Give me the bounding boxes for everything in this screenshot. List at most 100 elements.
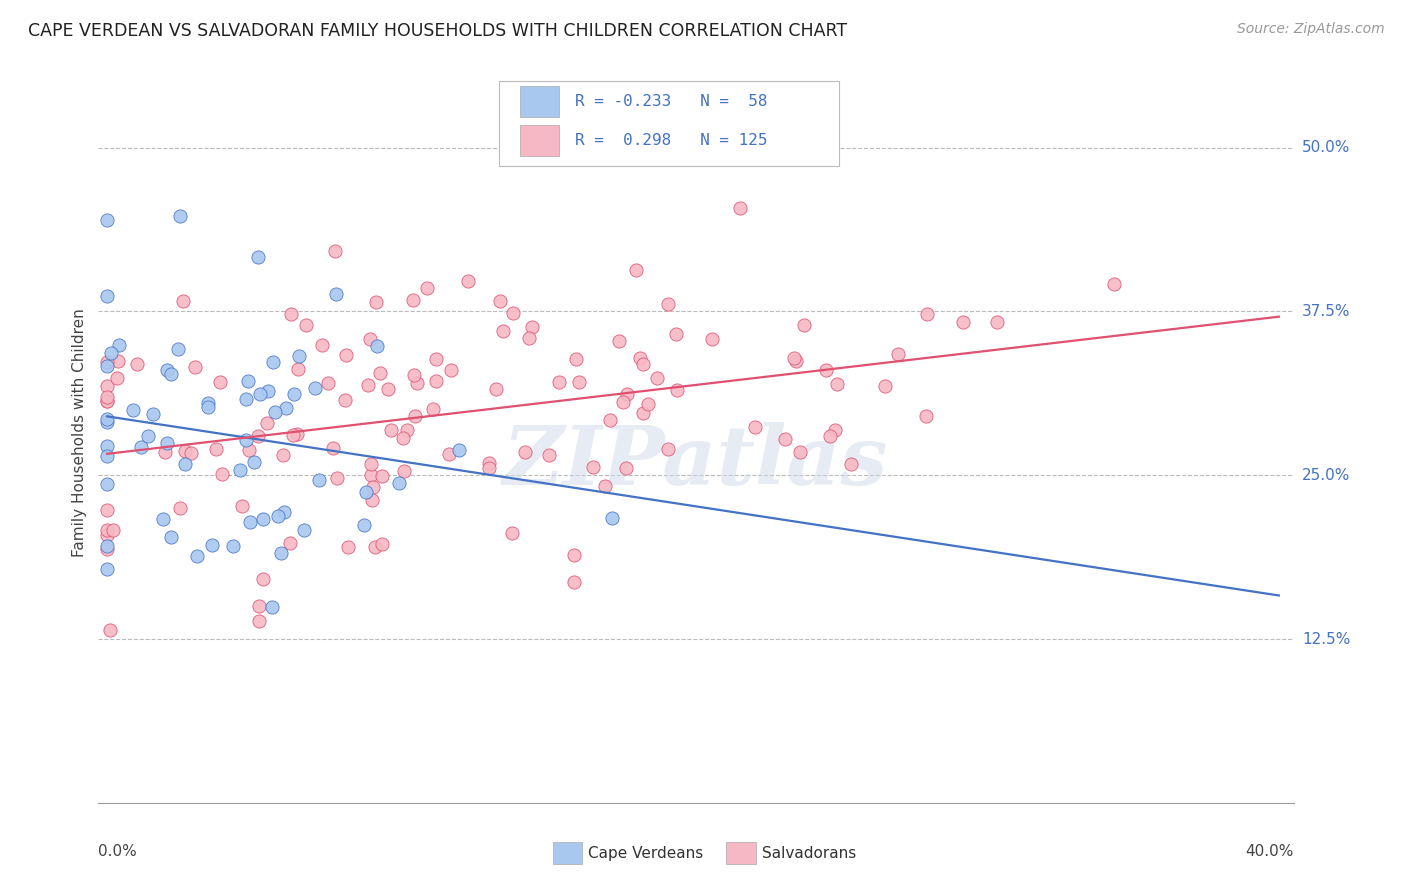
Point	[595, 479, 617, 493]
Point	[288, 349, 311, 363]
Point	[96, 450, 118, 464]
Point	[783, 351, 806, 365]
Point	[121, 403, 143, 417]
Point	[548, 375, 571, 389]
Point	[267, 509, 290, 524]
Point	[222, 540, 245, 554]
Point	[96, 412, 118, 426]
Point	[501, 526, 523, 541]
Point	[353, 518, 375, 533]
Point	[405, 409, 427, 424]
Point	[96, 438, 118, 452]
Point	[562, 574, 585, 589]
Point	[522, 319, 544, 334]
Point	[243, 455, 266, 469]
Point	[98, 623, 121, 637]
Point	[631, 406, 654, 420]
Point	[599, 413, 621, 427]
Point	[612, 395, 634, 409]
Text: 40.0%: 40.0%	[1246, 844, 1294, 858]
Point	[478, 460, 501, 475]
Point	[1104, 277, 1126, 291]
Point	[197, 396, 219, 410]
Point	[873, 378, 896, 392]
Point	[793, 318, 815, 332]
Point	[366, 294, 388, 309]
Text: 37.5%: 37.5%	[1302, 304, 1350, 319]
Point	[564, 548, 586, 562]
Point	[159, 367, 181, 381]
Point	[186, 549, 208, 563]
Point	[437, 447, 460, 461]
Point	[614, 461, 637, 475]
Point	[366, 339, 388, 353]
Point	[425, 374, 447, 388]
Point	[229, 463, 252, 477]
Point	[100, 345, 122, 359]
Point	[156, 363, 179, 377]
Point	[96, 359, 118, 373]
Point	[657, 297, 679, 311]
Point	[167, 342, 190, 356]
Point	[174, 444, 197, 458]
Point	[308, 473, 330, 487]
Point	[236, 374, 259, 388]
Point	[325, 244, 347, 258]
Point	[246, 250, 269, 264]
Point	[322, 441, 344, 455]
Point	[568, 375, 591, 389]
Text: 0.0%: 0.0%	[98, 844, 138, 858]
Point	[361, 492, 384, 507]
Point	[502, 306, 524, 320]
Point	[440, 363, 463, 377]
Point	[645, 371, 668, 385]
Point	[96, 416, 118, 430]
Point	[172, 293, 194, 308]
Point	[205, 442, 228, 456]
Point	[247, 429, 270, 443]
Point	[825, 376, 848, 391]
FancyBboxPatch shape	[520, 87, 558, 117]
Point	[565, 352, 588, 367]
Point	[316, 376, 339, 390]
Point	[285, 427, 308, 442]
Point	[395, 423, 418, 437]
Point	[96, 289, 118, 303]
Point	[377, 382, 399, 396]
Point	[392, 464, 415, 478]
FancyBboxPatch shape	[499, 81, 839, 166]
Point	[235, 433, 257, 447]
Point	[357, 378, 380, 392]
Point	[633, 358, 655, 372]
Point	[125, 357, 148, 371]
Point	[270, 546, 292, 560]
Point	[96, 390, 118, 404]
Point	[368, 366, 391, 380]
Point	[108, 337, 131, 351]
Point	[281, 427, 304, 442]
Point	[335, 348, 357, 362]
Point	[582, 460, 605, 475]
Text: 25.0%: 25.0%	[1302, 467, 1350, 483]
Point	[107, 354, 129, 368]
Point	[273, 505, 295, 519]
Point	[311, 337, 333, 351]
Point	[96, 524, 118, 538]
Point	[824, 423, 846, 437]
Text: R = -0.233   N =  58: R = -0.233 N = 58	[575, 95, 768, 109]
Point	[360, 457, 382, 471]
Text: 50.0%: 50.0%	[1302, 140, 1350, 155]
Point	[628, 351, 651, 365]
Point	[886, 347, 908, 361]
Point	[422, 402, 444, 417]
Text: Salvadorans: Salvadorans	[762, 846, 856, 861]
Point	[952, 315, 974, 329]
Point	[785, 354, 807, 368]
Point	[363, 480, 385, 494]
Point	[173, 458, 195, 472]
Point	[337, 540, 360, 554]
Point	[274, 401, 297, 415]
Point	[425, 351, 447, 366]
Point	[278, 536, 301, 550]
Point	[96, 477, 118, 491]
